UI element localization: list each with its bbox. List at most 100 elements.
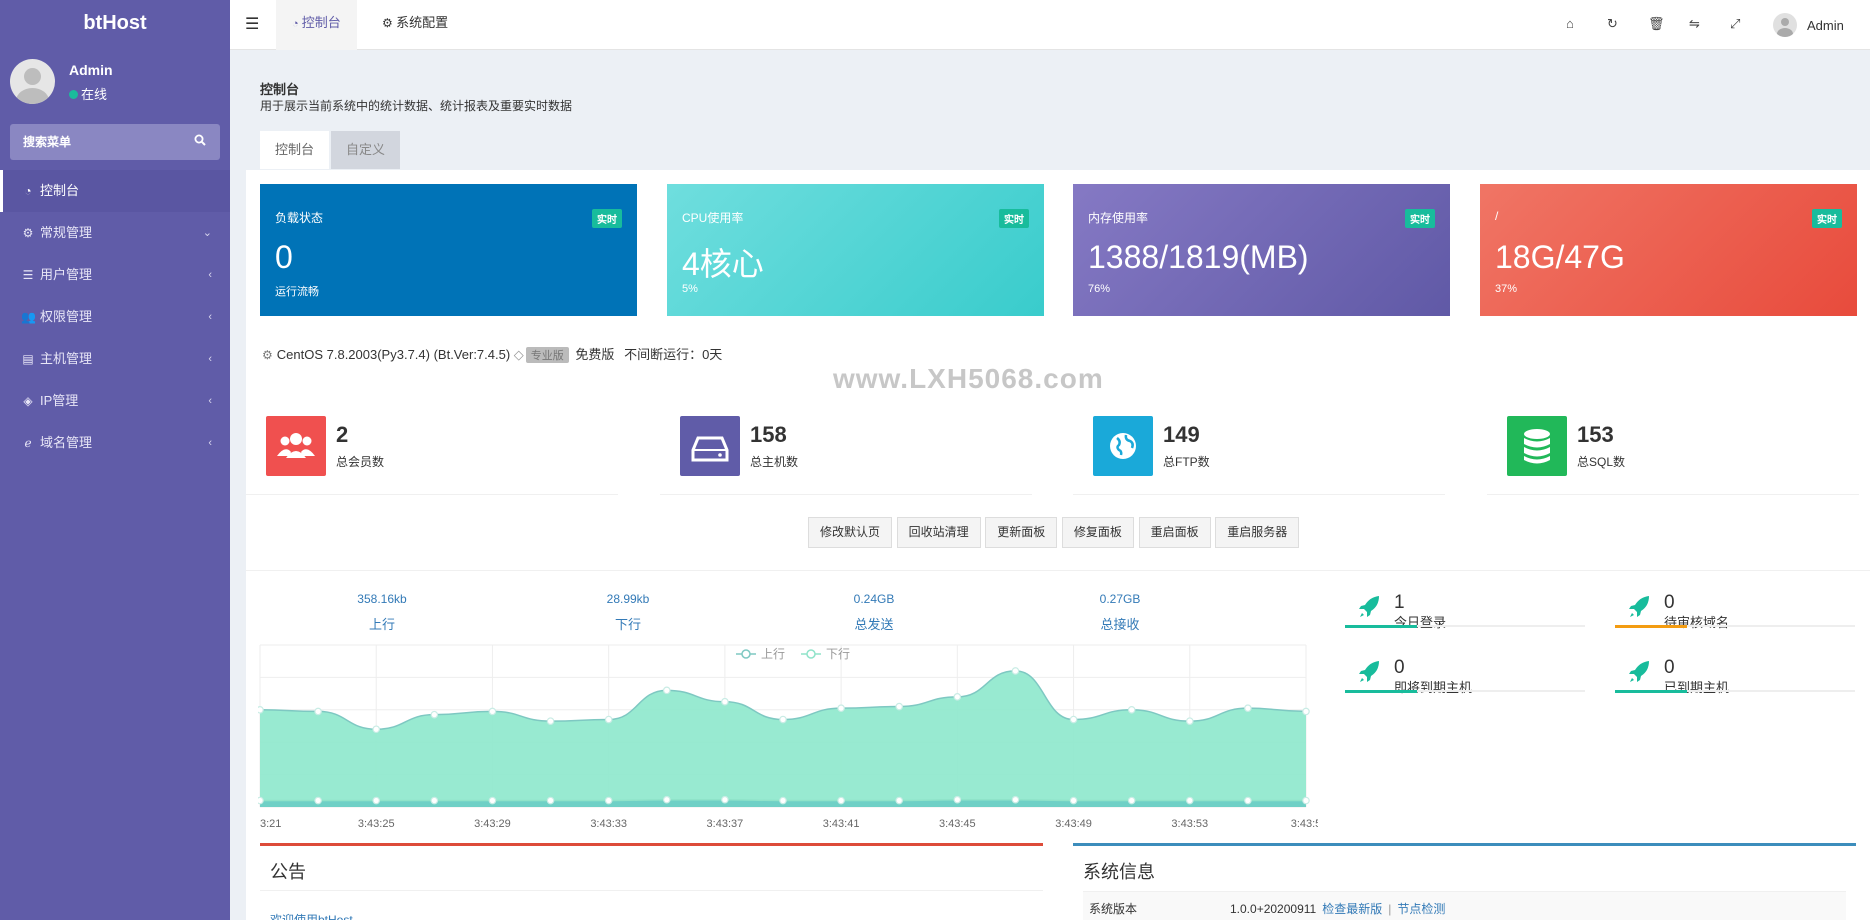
system-info-title: 系统信息 xyxy=(1083,862,1155,882)
today-login-stat: 1 今日登录 xyxy=(1345,587,1585,649)
progress-fill xyxy=(1345,690,1417,693)
separator: | xyxy=(1388,902,1392,916)
realtime-badge: 实时 xyxy=(1405,209,1435,228)
data-point xyxy=(1011,667,1020,675)
data-point xyxy=(895,796,904,805)
stat-label: 已到期主机 xyxy=(1664,680,1730,695)
notice-link[interactable]: 欢迎使用btHost xyxy=(270,913,353,920)
user-status: 在线 xyxy=(69,84,107,103)
sidebar-item-general[interactable]: ⚙ 常规管理 ⌄ xyxy=(0,212,230,254)
data-point xyxy=(314,707,322,716)
x-tick-label: 3:43:25 xyxy=(358,818,395,830)
content-tabs: 控制台 自定义 xyxy=(260,131,401,169)
data-point xyxy=(837,796,845,805)
data-point xyxy=(721,795,729,804)
sidebar-item-domains[interactable]: ℯ 域名管理 ‹ xyxy=(0,422,230,464)
repair-panel-button[interactable]: 修复面板 xyxy=(1061,517,1134,548)
app-logo[interactable]: btHost xyxy=(83,12,147,34)
server-icon: ▤ xyxy=(22,352,34,366)
sidebar: btHost Admin 在线 ◔ 控制台 ⚙ 常规管理 ⌄ ☰ 用户管理 ‹ 👥 权限管理… xyxy=(0,0,230,920)
fullscreen-icon[interactable]: ⤢ xyxy=(1730,16,1741,31)
ftp-info-box: 149 总FTP数 xyxy=(1073,415,1445,495)
sidebar-item-permissions[interactable]: 👥 权限管理 ‹ xyxy=(0,296,230,338)
tab-label: 控制台 xyxy=(301,15,341,30)
sidebar-item-users[interactable]: ☰ 用户管理 ‹ xyxy=(0,254,230,296)
watermark: www.LXH5068.com xyxy=(833,363,1104,394)
data-point xyxy=(372,796,381,805)
system-info-box: 系统信息 系统版本 1.0.0+20200911 检查最新版 | 节点检测 xyxy=(1073,843,1856,920)
card-title: 内存使用率 xyxy=(1088,211,1149,225)
total-sent-stat: 0.24GB 总发送 xyxy=(804,592,944,633)
chevron-left-icon: ‹ xyxy=(208,437,212,449)
sidebar-item-ip[interactable]: ◈ IP管理 ‹ xyxy=(0,380,230,422)
rocket-icon xyxy=(1629,661,1649,682)
menu-toggle-icon[interactable]: ☰ xyxy=(245,16,260,33)
upload-stat: 358.16kb 上行 xyxy=(312,592,452,633)
hdd-icon xyxy=(680,416,740,476)
search-icon[interactable] xyxy=(194,134,206,146)
eye-icon: ◈ xyxy=(23,394,33,408)
realtime-badge: 实时 xyxy=(592,209,622,228)
translate-icon[interactable]: ⇋ xyxy=(1689,16,1700,31)
trash-icon[interactable]: 🗑 xyxy=(1648,16,1665,31)
refresh-icon[interactable]: ↻ xyxy=(1607,16,1618,31)
system-version-row: 系统版本 1.0.0+20200911 检查最新版 | 节点检测 xyxy=(1083,891,1846,920)
sidebar-item-hosts[interactable]: ▤ 主机管理 ‹ xyxy=(0,338,230,380)
data-point xyxy=(1011,795,1020,804)
net-stat-label: 下行 xyxy=(614,617,641,632)
search-input[interactable] xyxy=(10,124,180,160)
stat-label: 即将到期主机 xyxy=(1394,680,1473,695)
tab-custom[interactable]: 自定义 xyxy=(331,131,401,169)
data-point xyxy=(1244,704,1252,712)
modify-default-page-button[interactable]: 修改默认页 xyxy=(808,517,893,548)
sidebar-item-dashboard[interactable]: ◔ 控制台 xyxy=(0,170,230,212)
chevron-down-icon: ⌄ xyxy=(202,227,212,239)
pro-edition-badge[interactable]: 专业版 xyxy=(525,347,569,363)
cpu-usage-card: CPU使用率 实时 4核心 5% xyxy=(667,184,1044,316)
notice-title: 公告 xyxy=(270,862,306,882)
x-tick-label: 3:43:37 xyxy=(707,818,744,830)
data-point xyxy=(662,795,671,804)
card-subtext: 37% xyxy=(1495,283,1518,295)
rocket-icon xyxy=(1359,596,1379,617)
progress-fill xyxy=(1615,625,1687,628)
node-check-link[interactable]: 节点检测 xyxy=(1397,902,1446,916)
restart-panel-button[interactable]: 重启面板 xyxy=(1138,517,1211,548)
dashboard-icon: ◔ xyxy=(24,184,32,198)
legend-label: 下行 xyxy=(826,647,850,661)
recycle-bin-clean-button[interactable]: 回收站清理 xyxy=(896,517,981,548)
rocket-icon xyxy=(1629,596,1649,617)
user-name: Admin xyxy=(69,62,113,78)
online-dot-icon xyxy=(69,90,78,99)
x-tick-label: 3:43:45 xyxy=(939,818,976,830)
notice-box: 公告 欢迎使用btHost xyxy=(260,843,1043,920)
card-title: 负载状态 xyxy=(275,211,324,225)
hosts-info-box: 158 总主机数 xyxy=(660,415,1032,495)
update-panel-button[interactable]: 更新面板 xyxy=(985,517,1058,548)
diamond-icon: ◇ xyxy=(513,347,524,362)
top-user-name: Admin xyxy=(1807,17,1844,33)
tab-system-config[interactable]: ⚙ 系统配置 xyxy=(366,0,464,50)
network-chart: 3:21 3:43:25 3:43:29 3:43:33 3:43:37 3:43:41 3… xyxy=(256,640,1321,835)
info-box-number: 158 xyxy=(750,422,787,447)
data-point xyxy=(546,717,555,725)
home-icon[interactable]: ⌂ xyxy=(1566,16,1574,31)
realtime-badge: 实时 xyxy=(999,209,1029,228)
data-point xyxy=(256,706,264,714)
info-box-label: 总SQL数 xyxy=(1577,455,1626,469)
check-update-link[interactable]: 检查最新版 xyxy=(1322,902,1383,916)
sidebar-menu: ◔ 控制台 ⚙ 常规管理 ⌄ ☰ 用户管理 ‹ 👥 权限管理 ‹ ▤ 主机管理 ‹ ◈ IP管理 ‹ … xyxy=(0,170,230,464)
tab-console[interactable]: 控制台 xyxy=(260,131,330,169)
data-point xyxy=(953,693,962,701)
restart-server-button[interactable]: 重启服务器 xyxy=(1215,517,1300,548)
data-point xyxy=(1244,796,1252,805)
disk-usage-card: / 实时 18G/47G 37% xyxy=(1480,184,1857,316)
legend-label: 上行 xyxy=(761,647,785,661)
gear-icon: ⚙ xyxy=(382,16,397,30)
data-point xyxy=(953,795,962,804)
progress-fill xyxy=(1345,625,1417,628)
top-user-menu[interactable]: Admin xyxy=(1773,13,1844,37)
card-value: 4核心 xyxy=(682,246,764,282)
tab-dashboard[interactable]: ◔ 控制台 xyxy=(276,0,357,50)
data-point xyxy=(721,697,729,706)
